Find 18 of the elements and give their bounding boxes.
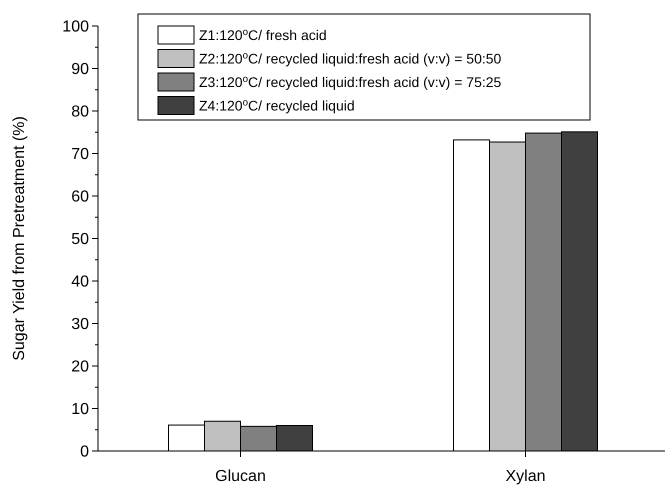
y-tick-label: 10 (71, 401, 90, 418)
y-tick-label: 20 (71, 358, 90, 376)
y-tick-label: 60 (71, 188, 90, 206)
legend-label: Z4:120$^{o}$C/ recycled liquid (199, 96, 355, 114)
y-tick-label: 80 (71, 104, 90, 121)
y-tick-label: 70 (71, 146, 90, 164)
y-axis-title: Sugar Yield from Pretreatment (%) (11, 116, 28, 361)
legend-label: Z2:120$^{o}$C/ recycled liquid:fresh acid (v:v) = 50:50 (199, 50, 502, 66)
legend-label: Z1:120$^{o}$C/ fresh acid (199, 26, 327, 43)
legend-label: Z3:120$^{o}$C/ recycled liquid:fresh acid (v:v) = 75:25 (199, 73, 502, 90)
x-tick-label: Xylan (505, 468, 546, 485)
y-tick-label: 100 (62, 18, 90, 36)
y-tick-label: 50 (71, 231, 90, 248)
y-tick-label: 0 (80, 444, 90, 461)
y-tick-label: 40 (71, 274, 90, 291)
x-tick-label: Glucan (215, 468, 266, 485)
y-tick-label: 90 (71, 61, 90, 78)
y-tick-label: 30 (71, 316, 90, 334)
